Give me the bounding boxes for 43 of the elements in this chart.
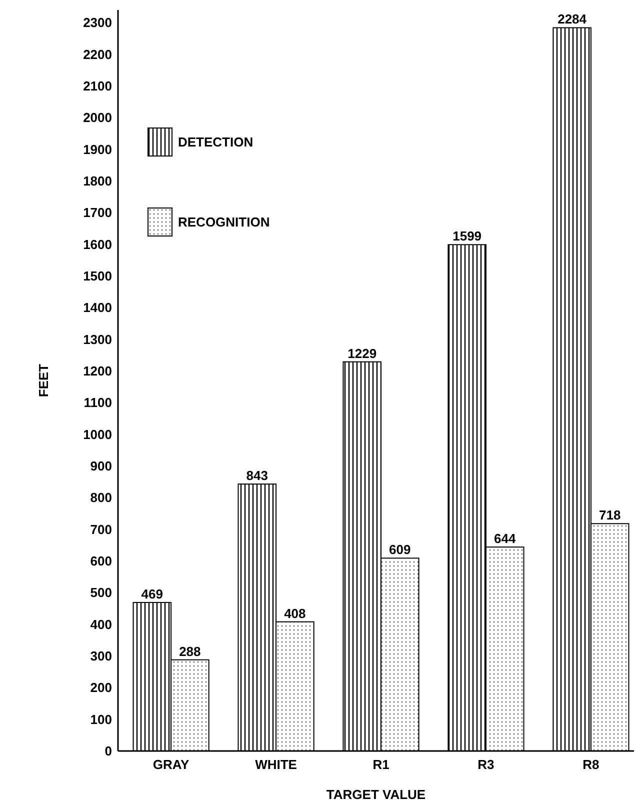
y-tick-label: 1900: [83, 142, 112, 157]
data-label: 408: [284, 606, 306, 621]
data-label: 1229: [348, 346, 377, 361]
data-label: 2284: [558, 12, 588, 27]
y-tick-label: 1000: [83, 426, 112, 442]
y-tick-label: 400: [90, 616, 112, 632]
y-tick-label: 2200: [83, 46, 112, 62]
y-tick-label: 900: [90, 458, 112, 474]
y-tick-label: 1200: [83, 364, 112, 379]
y-tick-label: 500: [90, 585, 112, 600]
legend-label: DETECTION: [178, 134, 254, 150]
y-tick-label: 1300: [83, 332, 112, 347]
y-tick-label: 0: [104, 744, 112, 759]
y-axis-title: FEET: [36, 364, 51, 398]
y-tick-label: 1800: [83, 174, 112, 189]
y-tick-label: 800: [90, 490, 112, 506]
x-axis-title: TARGET VALUE: [326, 787, 426, 802]
x-tick-label: R1: [372, 757, 390, 772]
y-tick-label: 1100: [84, 395, 112, 410]
data-label: 288: [179, 644, 201, 659]
y-tick-label: 1600: [83, 236, 112, 252]
y-tick-label: 1700: [83, 205, 112, 220]
legend-label: RECOGNITION: [178, 214, 270, 230]
y-tick-label: 1500: [83, 268, 112, 284]
data-label: 644: [494, 531, 516, 546]
data-label: 718: [599, 508, 621, 523]
y-tick-label: 1400: [83, 300, 112, 316]
y-tick-label: 100: [90, 712, 112, 727]
data-label: 469: [141, 586, 163, 602]
x-tick-label: GRAY: [152, 757, 190, 772]
y-tick-label: 600: [90, 554, 112, 569]
data-label: 609: [389, 542, 411, 558]
y-tick-label: 2300: [83, 15, 112, 30]
y-tick-label: 700: [90, 522, 112, 537]
y-tick-label: 300: [90, 648, 112, 664]
x-tick-label: R8: [582, 757, 600, 772]
y-tick-label: 200: [90, 680, 112, 696]
y-tick-label: 2100: [83, 78, 112, 94]
y-tick-label: 2000: [83, 110, 112, 126]
data-label: 1599: [452, 228, 482, 244]
data-label: 843: [246, 468, 268, 484]
x-tick-label: WHITE: [255, 757, 298, 772]
x-tick-label: R3: [478, 757, 494, 772]
